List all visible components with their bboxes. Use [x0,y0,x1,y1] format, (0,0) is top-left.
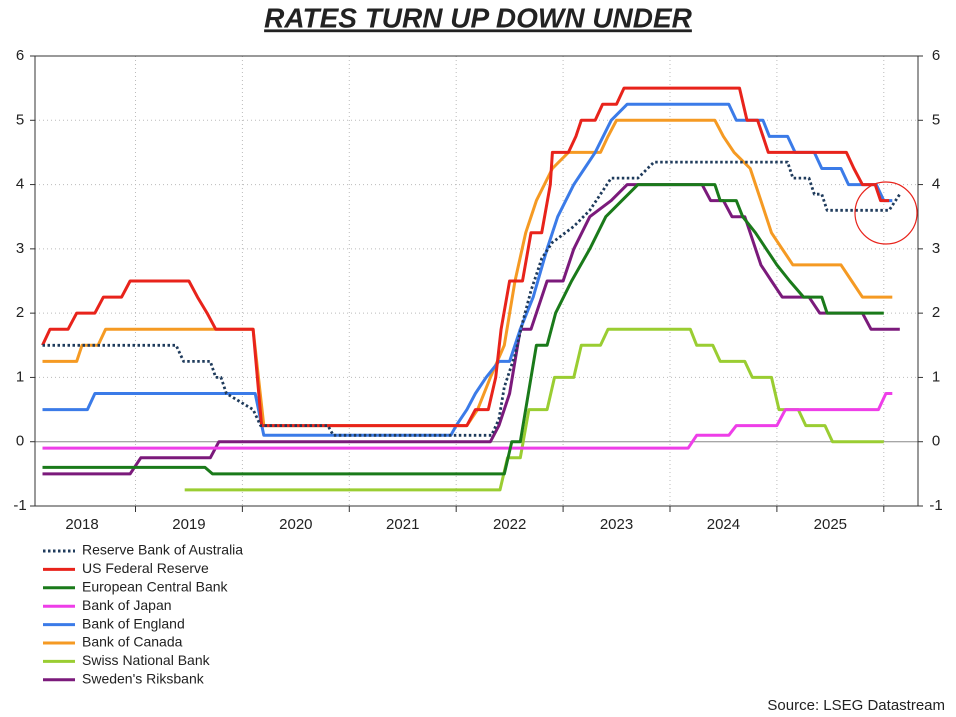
legend-label: Bank of Canada [82,634,183,650]
y-tick-label: 6 [16,47,24,64]
legend-label: Reserve Bank of Australia [82,542,243,558]
x-tick-label: 2025 [814,516,847,533]
x-tick-label: 2023 [600,516,633,533]
series-line [42,183,900,476]
y-tick-label: 1 [16,368,24,385]
x-tick-label: 2020 [279,516,312,533]
series-line [42,160,901,437]
x-tick-label: 2022 [493,516,526,533]
chart-title: RATES TURN UP DOWN UNDER [264,2,693,33]
series-line [42,392,893,450]
x-tick-label: 2021 [386,516,419,533]
y2-tick-label: 0 [932,433,940,450]
y-tick-label: 5 [16,111,24,128]
x-tick-label: 2019 [172,516,205,533]
legend-label: Swiss National Bank [82,652,211,668]
y-tick-label: -1 [13,497,26,514]
y-tick-label: 0 [16,433,24,450]
highlight-circle [854,181,918,245]
plot-area [35,55,918,507]
legend-label: Bank of England [82,615,185,631]
y-tick-label: 3 [16,240,24,257]
y2-tick-label: 2 [932,304,940,321]
legend-label: European Central Bank [82,579,229,595]
x-tick-label: 2024 [707,516,740,533]
legend-label: Bank of Japan [82,597,172,613]
y2-tick-label: 6 [932,47,940,64]
legend-label: Sweden's Riksbank [82,671,205,687]
series-line [42,102,893,437]
plot-frame [34,55,919,507]
y2-tick-label: 4 [932,176,940,193]
source-note: Source: LSEG Datastream [767,697,945,714]
series-line [42,183,884,476]
y2-tick-label: -1 [929,497,942,514]
series-line [41,86,890,428]
series-line [184,327,884,492]
legend-label: US Federal Reserve [82,560,209,576]
y-tick-label: 4 [16,176,24,193]
y2-tick-label: 3 [932,240,940,257]
y-tick-label: 2 [16,304,24,321]
y2-tick-label: 5 [932,111,940,128]
y2-tick-label: 1 [932,368,940,385]
x-tick-label: 2018 [65,516,98,533]
